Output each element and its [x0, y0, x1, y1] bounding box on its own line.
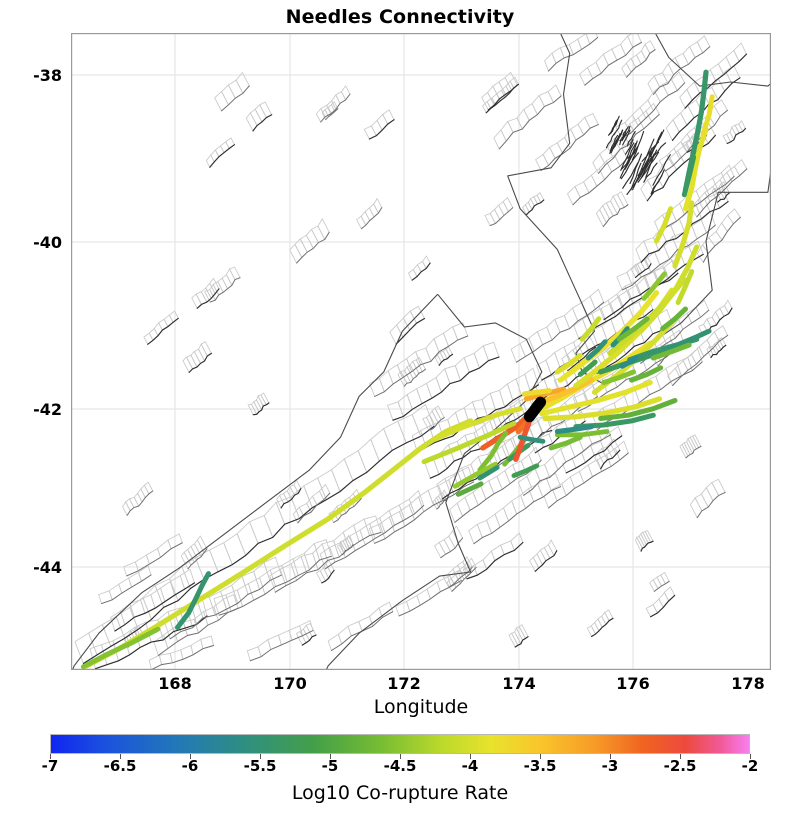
colorbar-tick-label: -2 — [741, 757, 759, 775]
needle-trace — [585, 339, 608, 361]
needle-trace — [579, 316, 602, 342]
needle-trace — [80, 626, 161, 670]
needle-trace — [517, 434, 546, 444]
colorbar-tick-label: -6 — [181, 757, 199, 775]
map-plot-area[interactable] — [71, 33, 771, 670]
needle-trace — [452, 461, 498, 489]
x-tick-label: 172 — [387, 674, 421, 693]
needle-trace — [616, 316, 650, 342]
needle-trace — [477, 430, 509, 473]
colorbar-tick-mark — [750, 754, 751, 759]
y-tick-label: -40 — [33, 233, 62, 252]
x-tick-label: 178 — [731, 674, 765, 693]
colorbar-tick-mark — [330, 754, 331, 759]
needle-trace — [477, 465, 500, 481]
needle-trace — [536, 340, 653, 413]
needle-trace — [681, 154, 697, 198]
needle-trace — [653, 206, 674, 244]
needle-trace — [539, 379, 653, 417]
colorbar-tick-mark — [50, 754, 51, 759]
colorbar-title: Log10 Co-rupture Rate — [291, 782, 509, 804]
x-tick-label: 174 — [502, 674, 536, 693]
coastline — [71, 33, 771, 670]
colorbar-tick-mark — [400, 754, 401, 759]
fault-map[interactable] — [71, 33, 771, 670]
needle-trace — [554, 429, 610, 438]
colorbar-tick-label: -5 — [321, 757, 339, 775]
needle-trace — [641, 271, 667, 301]
colorbar-tick-label: -4.5 — [383, 757, 417, 775]
needle-trace — [601, 369, 636, 385]
y-tick-label: -38 — [33, 66, 62, 85]
y-tick-label: -44 — [33, 558, 62, 577]
needle-trace — [660, 306, 688, 332]
needle-trace — [663, 328, 712, 353]
page-title: Needles Connectivity — [285, 6, 515, 28]
colorbar-gradient — [50, 734, 750, 754]
needle-trace — [598, 398, 678, 421]
colorbar-tick-label: -6.5 — [103, 757, 137, 775]
needle-trace — [554, 353, 583, 375]
colorbar-tick-label: -5.5 — [243, 757, 277, 775]
colorbar-tick-mark — [610, 754, 611, 759]
colorbar[interactable] — [50, 734, 751, 759]
needle-trace — [557, 290, 660, 383]
needle-trace — [700, 94, 715, 138]
needle-trace — [548, 434, 583, 451]
colorbar-tick-label: -2.5 — [663, 757, 697, 775]
colorbar-tick-label: -3 — [601, 757, 619, 775]
colorbar-tick-mark — [260, 754, 261, 759]
needle-trace — [83, 418, 474, 669]
needle-trace — [650, 342, 692, 361]
colorbar-tick-label: -7 — [41, 757, 59, 775]
colorbar-tick-label: -4 — [461, 757, 479, 775]
x-axis-title: Longitude — [373, 696, 469, 718]
needle-trace — [455, 481, 484, 497]
plot-border — [71, 33, 771, 670]
colorbar-tick-mark — [120, 754, 121, 759]
y-tick-label: -42 — [33, 400, 62, 419]
needle-trace — [577, 359, 598, 377]
needle-trace — [554, 424, 594, 434]
colorbar-tick-mark — [470, 754, 471, 759]
source-needle — [523, 396, 547, 423]
needle-trace — [675, 269, 695, 305]
needle-trace — [521, 388, 552, 397]
x-tick-label: 168 — [158, 674, 192, 693]
needle-trace — [542, 396, 663, 422]
colorbar-tick-label: -3.5 — [523, 757, 557, 775]
colorbar-tick-mark — [190, 754, 191, 759]
needle-trace — [430, 406, 523, 443]
needle-trace — [619, 355, 639, 369]
colorbar-tick-mark — [680, 754, 681, 759]
needle-trace — [629, 365, 664, 383]
needle-trace — [421, 420, 517, 465]
x-tick-label: 170 — [273, 674, 307, 693]
needle-trace — [638, 244, 700, 334]
colorbar-tick-mark — [540, 754, 541, 759]
needle-trace — [523, 386, 567, 402]
x-tick-label: 176 — [616, 674, 650, 693]
needle-trace — [672, 200, 695, 269]
needle-trace — [175, 571, 211, 630]
needle-trace — [511, 463, 540, 478]
needle-trace — [682, 126, 709, 212]
